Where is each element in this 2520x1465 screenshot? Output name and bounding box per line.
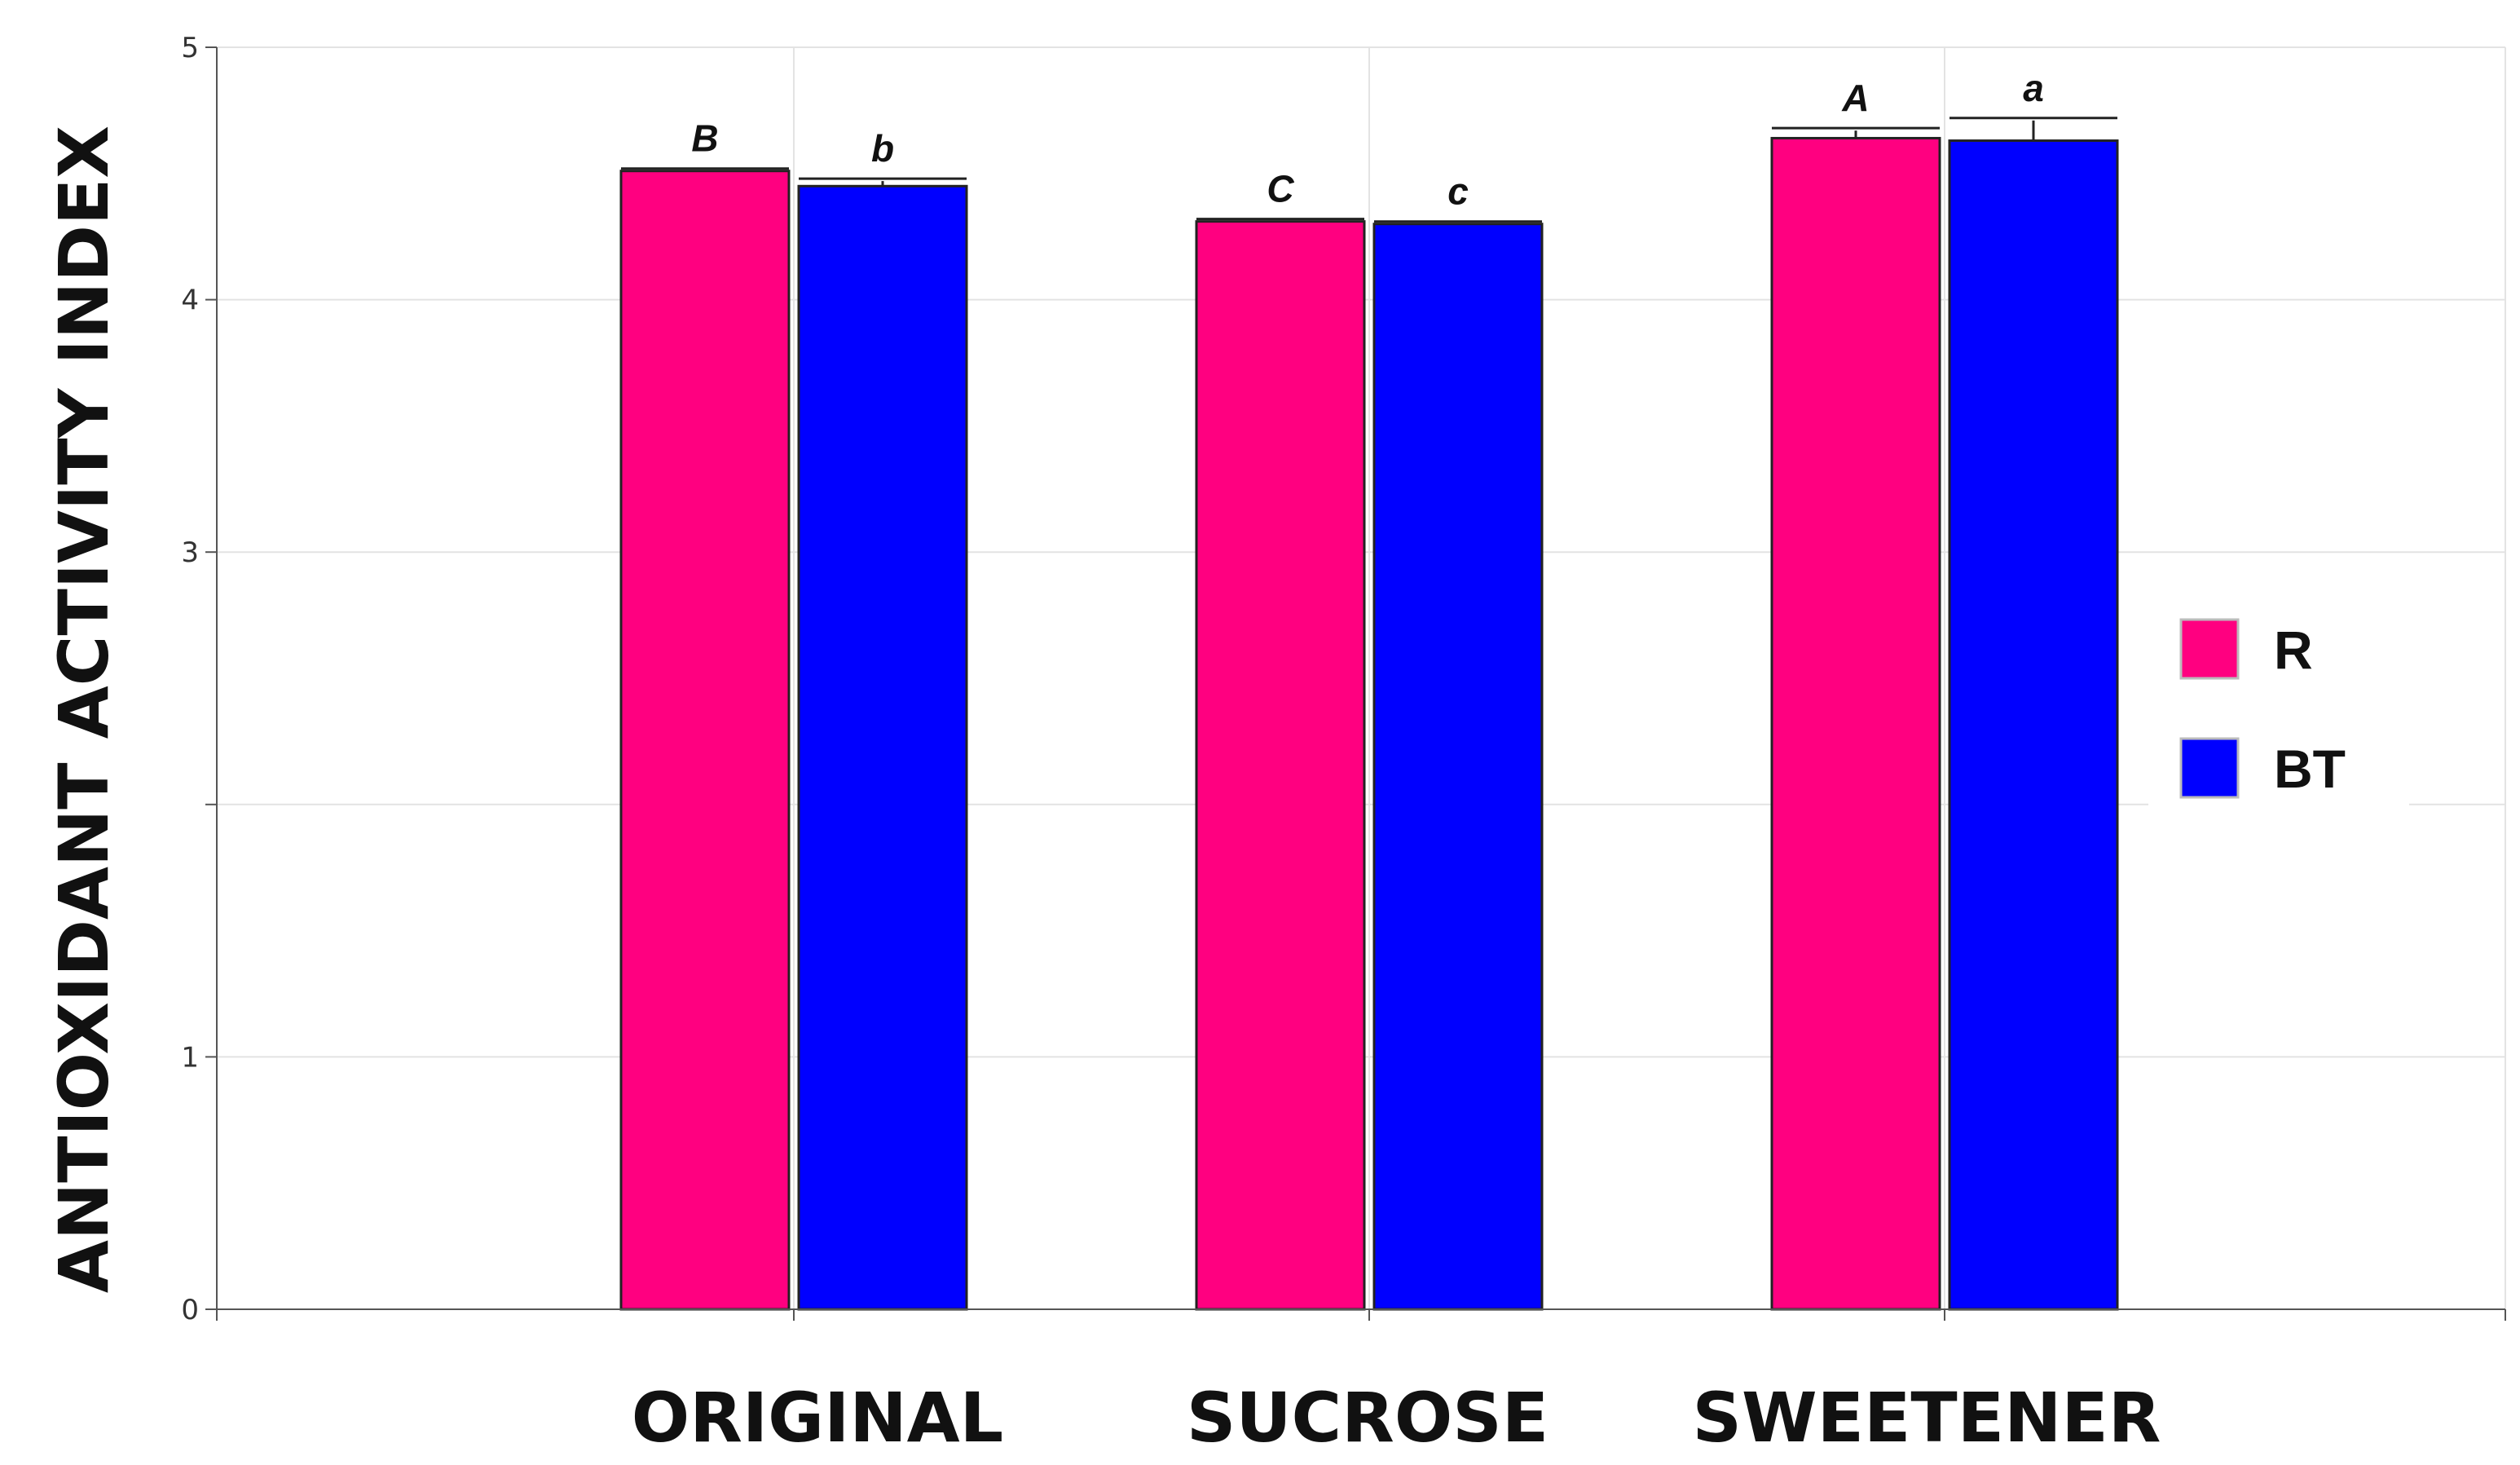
category-label: SWEETENER bbox=[1693, 1378, 2161, 1458]
category-label: SUCROSE bbox=[1187, 1378, 1549, 1458]
bar-r-original bbox=[619, 170, 791, 1311]
y-tick-label: 4 bbox=[181, 285, 199, 317]
significance-label: a bbox=[2023, 67, 2044, 109]
bar-r-sucrose bbox=[1195, 220, 1366, 1311]
axes bbox=[205, 46, 2506, 1321]
significance-label: B bbox=[691, 117, 718, 160]
significance-label: C bbox=[1267, 168, 1294, 210]
bar-bt-sucrose bbox=[1372, 223, 1544, 1311]
legend-swatch-bt bbox=[2179, 737, 2240, 799]
labels: B C Ab c a 0 1 3 4 5 ORIGINAL SUCROSE SWEETENER bbox=[181, 32, 2161, 1458]
y-tick-label: 1 bbox=[181, 1041, 199, 1074]
y-tick-label: 0 bbox=[181, 1294, 199, 1326]
category-label: ORIGINAL bbox=[632, 1378, 1003, 1458]
bars bbox=[619, 117, 2119, 1311]
bar-r-sweetener bbox=[1770, 136, 1941, 1311]
legend-label-bt: BT bbox=[2274, 739, 2346, 799]
significance-label: b bbox=[871, 127, 894, 170]
y-axis-label: ANTIOXIDANT ACTIVITY INDEX bbox=[44, 126, 124, 1293]
legend: R BT bbox=[2148, 595, 2409, 807]
significance-label: A bbox=[1841, 77, 1869, 119]
legend-swatch-r bbox=[2179, 618, 2240, 680]
significance-label: c bbox=[1447, 170, 1469, 213]
legend-label-r: R bbox=[2274, 620, 2313, 680]
y-tick-label: 5 bbox=[181, 32, 199, 64]
y-tick-label: 3 bbox=[181, 536, 199, 569]
bar-bt-sweetener bbox=[1948, 139, 2119, 1311]
bar-bt-original bbox=[797, 184, 968, 1311]
